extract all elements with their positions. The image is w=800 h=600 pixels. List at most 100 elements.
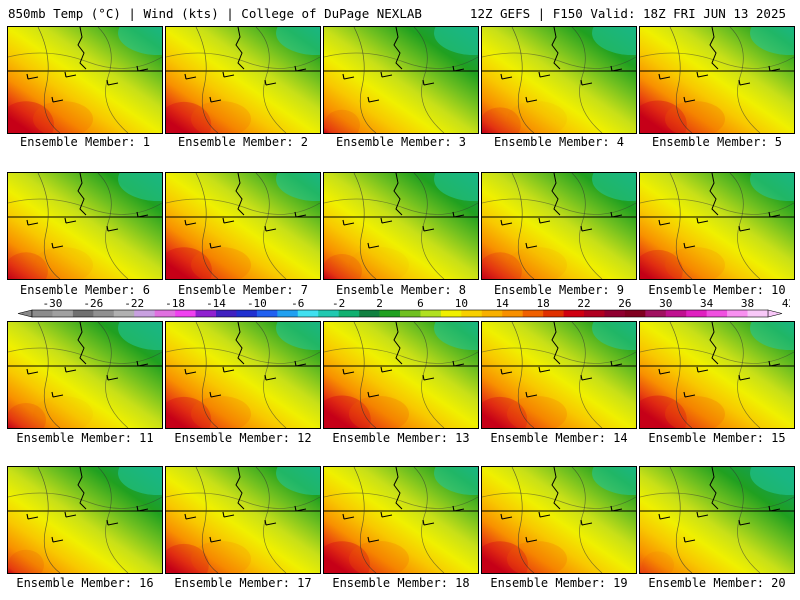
model-run-valid-time: 12Z GEFS | F150 Valid: 18Z FRI JUN 13 20… xyxy=(469,6,786,21)
ensemble-member-label: Ensemble Member: 10 xyxy=(648,283,786,297)
colorbar-tick-label: -6 xyxy=(291,298,304,310)
ensemble-member-label: Ensemble Member: 2 xyxy=(177,135,309,149)
ensemble-member-label: Ensemble Member: 6 xyxy=(19,283,151,297)
ensemble-map-panel xyxy=(165,172,321,280)
temperature-field-map xyxy=(8,467,162,573)
temperature-field-map xyxy=(640,322,794,428)
colorbar-swatch xyxy=(379,310,401,317)
temperature-field-map xyxy=(482,322,636,428)
colorbar-swatch xyxy=(481,310,503,317)
colorbar-swatch xyxy=(93,310,115,317)
colorbar-swatch xyxy=(502,310,523,317)
ensemble-map-panel xyxy=(165,26,321,134)
ensemble-map-panel xyxy=(639,321,795,429)
ensemble-member-label: Ensemble Member: 20 xyxy=(648,576,786,590)
ensemble-map-panel xyxy=(481,172,637,280)
temperature-field-map xyxy=(640,27,794,133)
colorbar-tick-label: -14 xyxy=(206,298,226,310)
colorbar-swatch xyxy=(563,310,585,317)
colorbar-swatch xyxy=(318,310,339,317)
colorbar-swatch xyxy=(359,310,380,317)
colorbar-swatch xyxy=(195,310,217,317)
ensemble-member-label: Ensemble Member: 8 xyxy=(335,283,467,297)
colorbar-swatch xyxy=(154,310,176,317)
colorbar-swatch xyxy=(440,310,462,317)
ensemble-member-label: Ensemble Member: 1 xyxy=(19,135,151,149)
ensemble-member-label: Ensemble Member: 19 xyxy=(490,576,628,590)
temperature-field-map xyxy=(482,467,636,573)
colorbar-swatch xyxy=(543,310,564,317)
temperature-field-map xyxy=(166,173,320,279)
ensemble-member-label: Ensemble Member: 11 xyxy=(16,431,154,445)
colorbar-swatch xyxy=(686,310,707,317)
ensemble-map-panel xyxy=(481,466,637,574)
colorbar-swatch xyxy=(338,310,360,317)
temperature-field-map xyxy=(324,27,478,133)
ensemble-map-panel xyxy=(7,466,163,574)
colorbar-swatch xyxy=(604,310,626,317)
colorbar-tick-label: -2 xyxy=(332,298,345,310)
colorbar-tick-label: 30 xyxy=(659,298,672,310)
temperature-field-map xyxy=(324,467,478,573)
temperature-field-map xyxy=(640,173,794,279)
colorbar-swatch xyxy=(216,310,237,317)
colorbar-swatch xyxy=(665,310,687,317)
colorbar-swatch xyxy=(727,310,748,317)
temperature-field-map xyxy=(8,27,162,133)
colorbar-tick-label: 18 xyxy=(536,298,549,310)
ensemble-map-panel xyxy=(165,466,321,574)
ensemble-map-panel xyxy=(639,26,795,134)
ensemble-member-label: Ensemble Member: 5 xyxy=(651,135,783,149)
temperature-field-map xyxy=(166,322,320,428)
ensemble-map-panel xyxy=(639,172,795,280)
temperature-colorbar: -30 -26 -22 -18 -14 -10 -6 -2 2 6 10 14 18 22 26 30 34 38… xyxy=(10,297,795,320)
colorbar-swatch xyxy=(175,310,196,317)
ensemble-member-label: Ensemble Member: 16 xyxy=(16,576,154,590)
colorbar-tick-label: 6 xyxy=(417,298,424,310)
colorbar-tick-label: -10 xyxy=(247,298,267,310)
ensemble-member-label: Ensemble Member: 9 xyxy=(493,283,625,297)
colorbar-swatch xyxy=(256,310,278,317)
ensemble-member-label: Ensemble Member: 13 xyxy=(332,431,470,445)
temperature-field-map xyxy=(482,173,636,279)
ensemble-map-panel xyxy=(323,26,479,134)
colorbar-swatch xyxy=(134,310,155,317)
temperature-field-map xyxy=(324,173,478,279)
colorbar-swatch xyxy=(624,310,646,317)
colorbar-swatch xyxy=(420,310,442,317)
colorbar-tick-label: 14 xyxy=(496,298,510,310)
temperature-field-map xyxy=(166,467,320,573)
colorbar-tick-label: 22 xyxy=(577,298,590,310)
ensemble-member-label: Ensemble Member: 18 xyxy=(332,576,470,590)
colorbar-swatch xyxy=(645,310,667,317)
ensemble-member-label: Ensemble Member: 4 xyxy=(493,135,625,149)
ensemble-map-panel xyxy=(7,172,163,280)
colorbar-graphic: -30 -26 -22 -18 -14 -10 -6 -2 2 6 10 14 18 22 26 30 34 38… xyxy=(17,297,795,318)
colorbar-tick-label: 42 xyxy=(782,298,790,310)
colorbar-tick-label: 26 xyxy=(618,298,631,310)
colorbar-tick-label: -26 xyxy=(83,298,103,310)
temperature-field-map xyxy=(640,467,794,573)
ensemble-member-label: Ensemble Member: 12 xyxy=(174,431,312,445)
colorbar-tick-label: 2 xyxy=(376,298,383,310)
colorbar-swatch xyxy=(277,310,299,317)
colorbar-swatch xyxy=(236,310,258,317)
ensemble-map-panel xyxy=(7,321,163,429)
temperature-field-map xyxy=(8,322,162,428)
ensemble-map-panel xyxy=(165,321,321,429)
ensemble-map-panel xyxy=(323,172,479,280)
ensemble-map-panel xyxy=(481,321,637,429)
ensemble-map-panel xyxy=(481,26,637,134)
colorbar-tick-label: -22 xyxy=(124,298,144,310)
colorbar-tick-label: 34 xyxy=(700,298,714,310)
colorbar-swatch xyxy=(52,310,74,317)
ensemble-member-label: Ensemble Member: 7 xyxy=(177,283,309,297)
ensemble-map-panel xyxy=(7,26,163,134)
ensemble-member-label: Ensemble Member: 17 xyxy=(174,576,312,590)
colorbar-swatch xyxy=(32,310,53,317)
colorbar-swatch xyxy=(72,310,94,317)
colorbar-swatch xyxy=(522,310,544,317)
colorbar-swatch xyxy=(584,310,605,317)
colorbar-swatch xyxy=(297,310,319,317)
ensemble-map-panel xyxy=(323,321,479,429)
